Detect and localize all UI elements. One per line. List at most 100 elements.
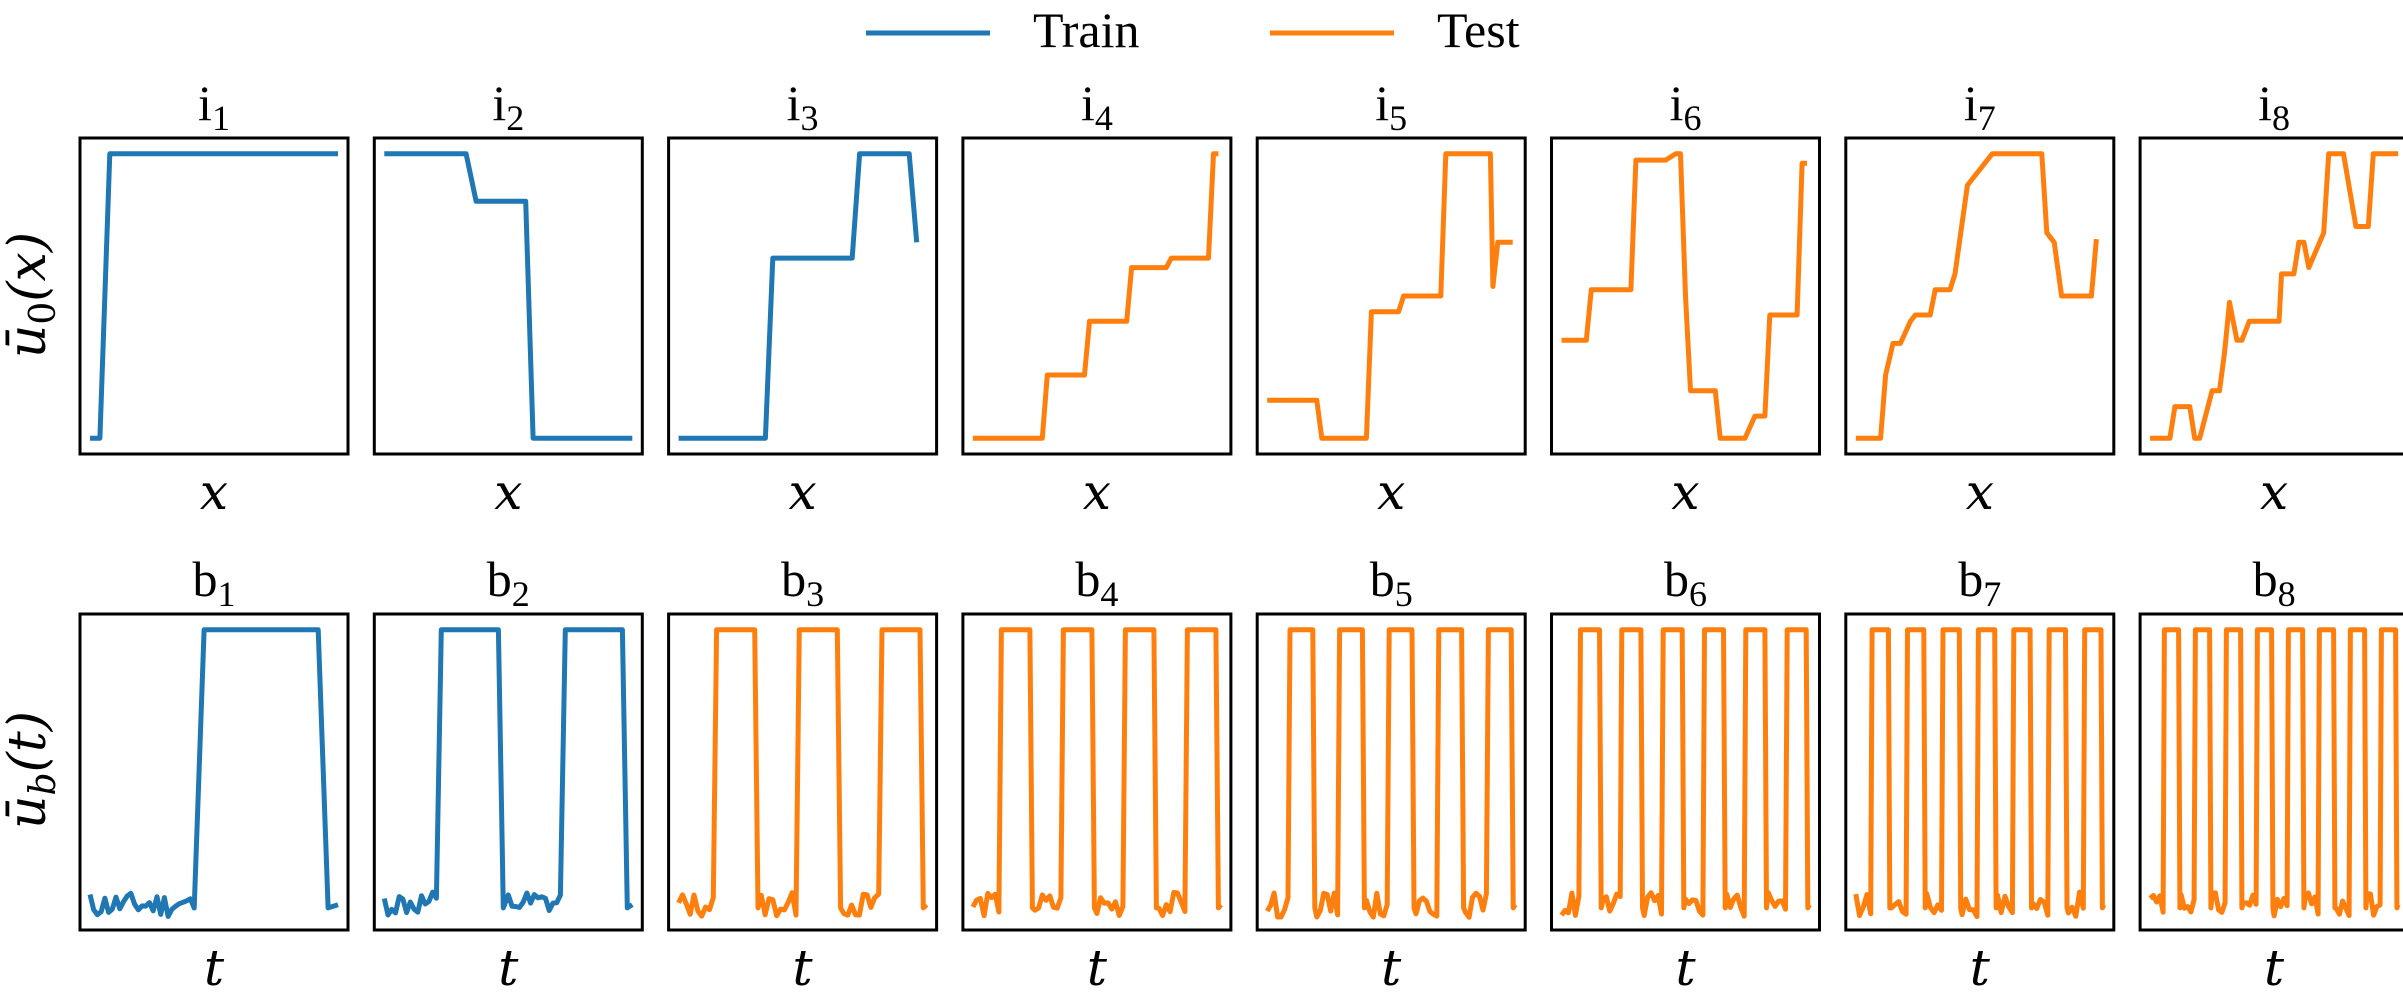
panel-i3: i3 x [667, 75, 939, 521]
panel-xlabel: x [200, 463, 228, 521]
panel-frame [1550, 136, 1821, 456]
panel-frame [78, 612, 350, 932]
panel-title-sub: 6 [1683, 98, 1701, 138]
panel-xlabel: t [1970, 939, 1991, 997]
panel-xlabel: t [498, 939, 519, 997]
panel-title: b7 [1958, 551, 2001, 614]
series-line-test [1267, 151, 1513, 441]
row1-ylabel-arg: (x) [0, 232, 58, 302]
panel-frame [1255, 136, 1527, 456]
panel-title-base: b [1075, 551, 1100, 607]
panel-title: b8 [2253, 551, 2296, 614]
legend: Train Test [866, 2, 1520, 58]
panel-xlabel: x [1377, 463, 1405, 521]
panel-xlabel: t [793, 939, 814, 997]
panel-b1: b1 t [78, 551, 350, 997]
panel-xlabel: x [1966, 463, 1994, 521]
panel-frame [667, 136, 939, 456]
panel-title-sub: 8 [2278, 574, 2296, 614]
panel-title-base: i [1670, 75, 1684, 131]
panel-title: b1 [193, 551, 236, 614]
panel-title-base: i [2258, 75, 2272, 131]
panel-title-sub: 5 [1389, 98, 1407, 138]
panel-title-base: i [1375, 75, 1389, 131]
panel-title-base: i [198, 75, 212, 131]
panel-xlabel: x [788, 463, 816, 521]
panel-b4: b4 t [961, 551, 1233, 997]
panel-xlabel: x [2260, 463, 2288, 521]
panel-frame [961, 136, 1233, 456]
series-line-test [1561, 151, 1807, 441]
row1-ylabel-base: ū [0, 325, 58, 359]
panel-title-sub: 2 [506, 98, 524, 138]
panel-title: i6 [1670, 75, 1702, 138]
series-line-test [970, 627, 1223, 919]
panel-title-base: b [781, 551, 806, 607]
panel-title-sub: 1 [212, 98, 230, 138]
panel-b8: b8 t [2138, 551, 2403, 997]
panel-xlabel: x [1671, 463, 1699, 521]
panel-title-sub: 3 [801, 98, 819, 138]
series-line-train [87, 627, 339, 919]
panel-title-sub: 4 [1100, 574, 1118, 614]
panel-title-base: b [487, 551, 512, 607]
panel-frame [1550, 612, 1821, 932]
panel-title-sub: 4 [1095, 98, 1113, 138]
panel-title-base: i [1081, 75, 1095, 131]
panel-title-sub: 7 [1978, 98, 1996, 138]
panel-xlabel: t [1675, 939, 1696, 997]
panel-frame [1844, 136, 2116, 456]
panel-i8: i8 x [2138, 75, 2403, 521]
series-line-test [1855, 151, 2099, 441]
panel-title: b4 [1075, 551, 1118, 614]
panel-title: i4 [1081, 75, 1113, 138]
panel-title: i8 [2258, 75, 2290, 138]
panel-i7: i7 x [1844, 75, 2116, 521]
panel-xlabel: x [494, 463, 522, 521]
series-line-test [1265, 627, 1518, 920]
row2-ylabel-arg: (t) [0, 711, 58, 772]
series-line-test [1853, 627, 2107, 920]
series-line-train [90, 151, 338, 441]
panel-frame [372, 612, 644, 932]
panel-frame [1255, 612, 1527, 932]
panel-xlabel: t [2264, 939, 2285, 997]
panel-frame [2138, 136, 2403, 456]
panel-title-base: b [193, 551, 218, 607]
panel-i4: i4 x [961, 75, 1233, 521]
panel-title: b3 [781, 551, 824, 614]
panel-frame [2138, 612, 2403, 932]
series-line-test [2150, 151, 2399, 441]
panel-title-base: i [492, 75, 506, 131]
panel-i6: i6 x [1550, 75, 1821, 521]
panel-title-base: b [2253, 551, 2278, 607]
series-line-train [384, 151, 633, 441]
panel-title-sub: 8 [2272, 98, 2290, 138]
panel-title-base: b [1664, 551, 1689, 607]
panel-title: b2 [487, 551, 530, 614]
panel-xlabel: t [1381, 939, 1402, 997]
panel-i5: i5 x [1255, 75, 1527, 521]
panel-b7: b7 t [1844, 551, 2116, 997]
row2-ylabel: ūb(t) [0, 711, 64, 829]
row2-ylabel-base: ū [0, 796, 58, 830]
panel-title: i1 [198, 75, 230, 138]
panel-b5: b5 t [1255, 551, 1527, 997]
panel-frame [667, 612, 939, 932]
panel-b2: b2 t [372, 551, 644, 997]
panel-title-base: b [1958, 551, 1983, 607]
series-line-train [678, 151, 920, 441]
series-line-test [2148, 627, 2401, 919]
panel-title: i2 [492, 75, 524, 138]
panel-b6: b6 t [1550, 551, 1821, 997]
panel-title: b5 [1370, 551, 1413, 614]
panel-frame [78, 136, 350, 456]
panel-title-sub: 3 [806, 574, 824, 614]
panel-title: i5 [1375, 75, 1407, 138]
panel-frame [372, 136, 644, 456]
panel-i1: i1 x [78, 75, 350, 521]
panel-title-sub: 7 [1983, 574, 2001, 614]
panel-xlabel: x [1083, 463, 1111, 521]
panel-title: b6 [1664, 551, 1707, 614]
